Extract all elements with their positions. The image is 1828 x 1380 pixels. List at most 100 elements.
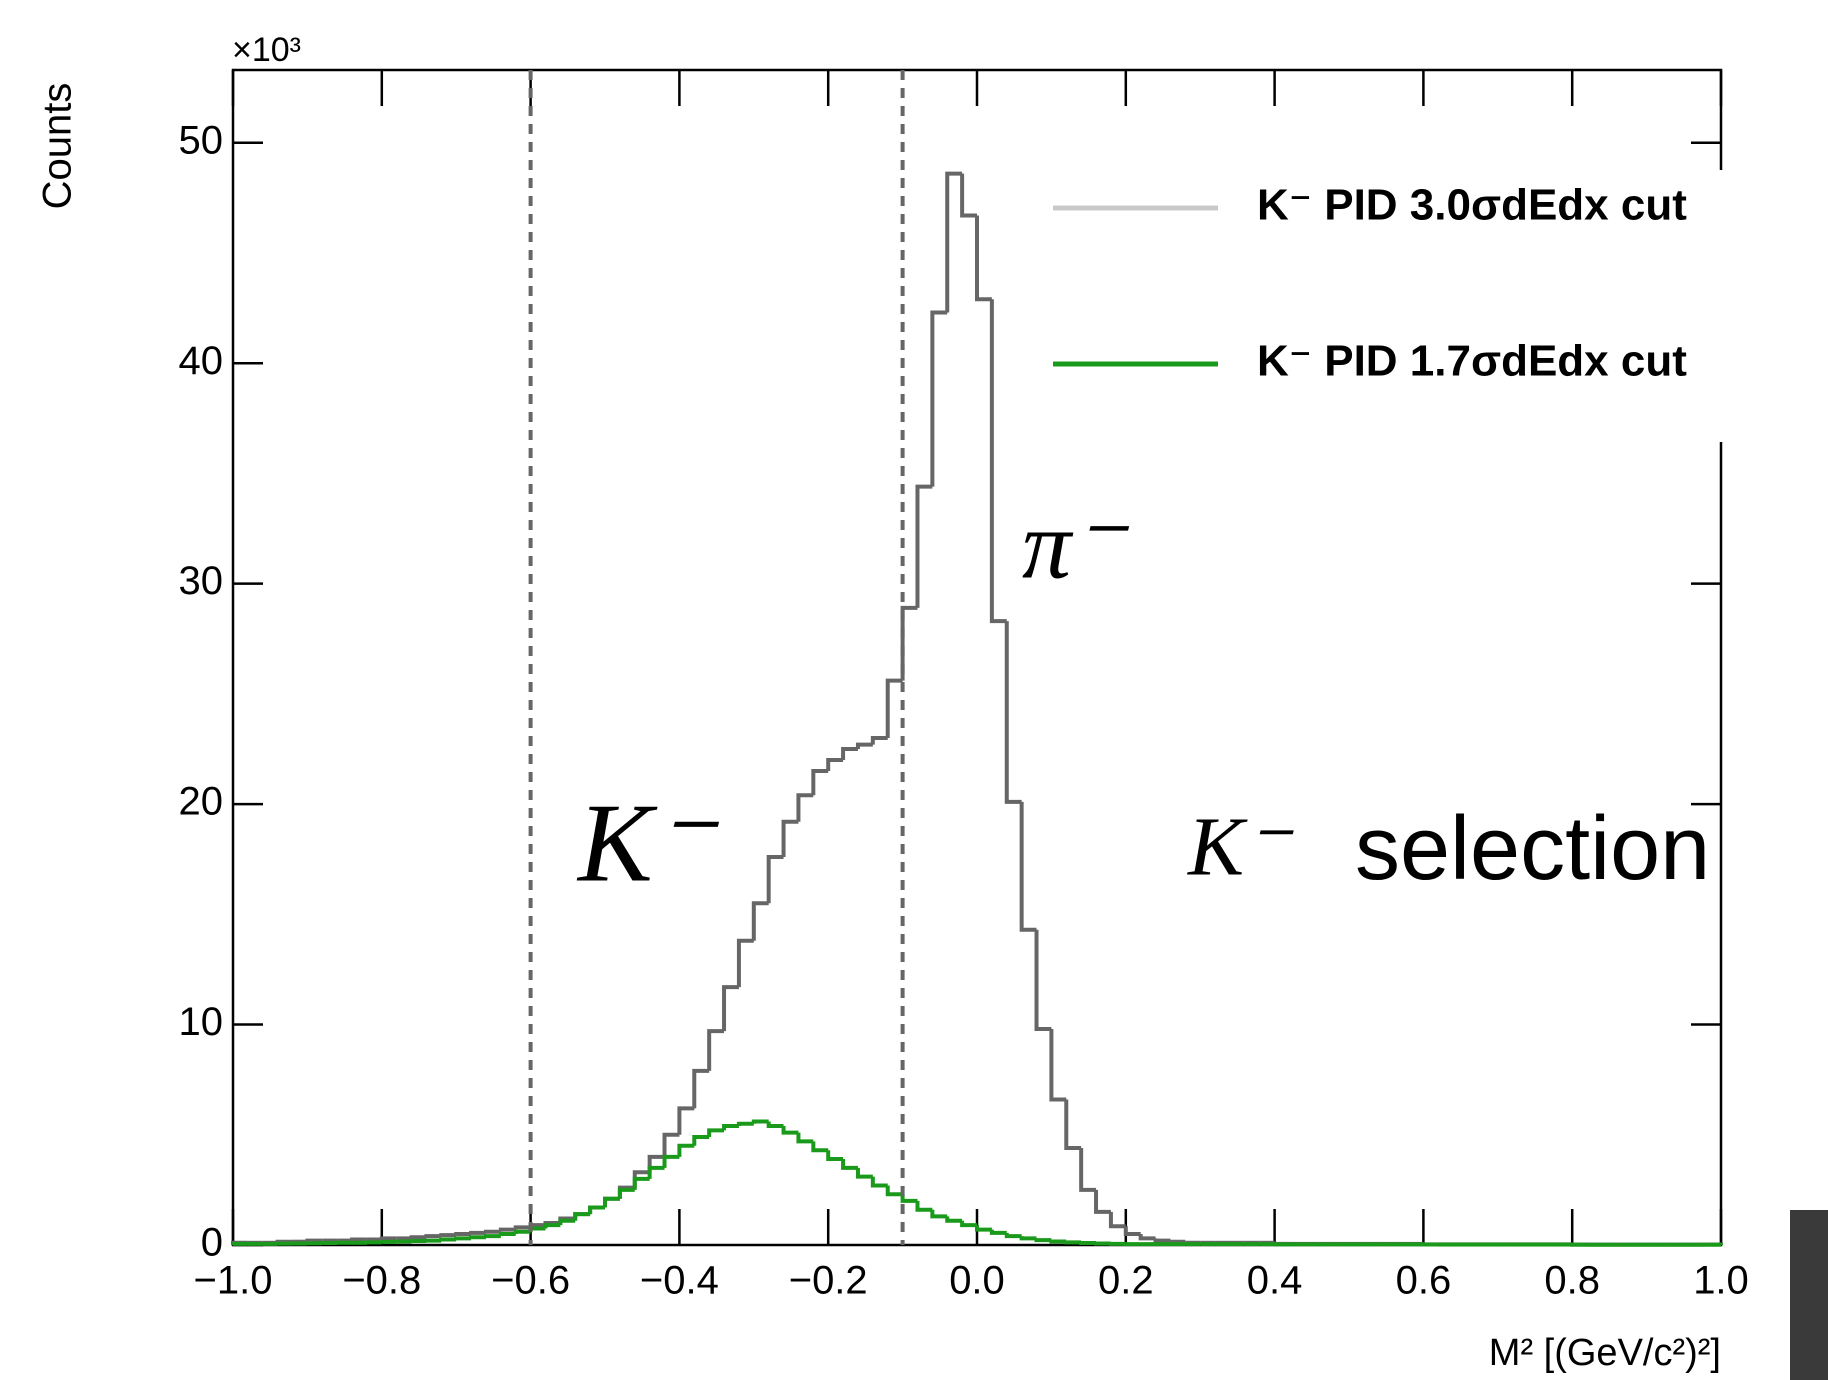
histogram-bin <box>841 1159 858 1170</box>
x-tick-label: 0.6 <box>1396 1259 1452 1303</box>
histogram-bin <box>469 1230 486 1235</box>
histogram-bin <box>1064 1099 1082 1150</box>
histogram-bin <box>751 1119 769 1124</box>
histogram-bin <box>439 1233 457 1238</box>
histogram-bin <box>945 171 963 313</box>
histogram-bin <box>454 1236 472 1241</box>
histogram-bin <box>469 1235 486 1240</box>
histogram-bin <box>513 1225 531 1230</box>
x-tick-label: 0.4 <box>1247 1259 1303 1303</box>
histogram-bin <box>1004 1232 1022 1239</box>
histogram-bin <box>1004 621 1022 804</box>
histogram-bin <box>826 758 844 772</box>
x-tick-label: 0.2 <box>1098 1259 1154 1303</box>
histogram-bin <box>751 901 769 941</box>
y-axis-label: Counts <box>36 83 80 210</box>
histogram-bin <box>707 1029 725 1071</box>
histogram-bin <box>692 1068 710 1109</box>
histogram-bin <box>677 1143 695 1157</box>
histogram-bin <box>439 1237 457 1242</box>
legend-label: K⁻ PID 1.7σdEdx cut <box>1257 337 1687 386</box>
x-tick-label: −0.2 <box>789 1259 868 1303</box>
histogram-bin <box>454 1231 472 1236</box>
histogram-bin <box>498 1231 516 1237</box>
histogram-bin <box>1079 1241 1097 1246</box>
x-tick-label: 1.0 <box>1693 1259 1749 1303</box>
histogram-bin <box>781 1125 799 1135</box>
histogram-bin <box>1079 1148 1097 1192</box>
x-tick-label: −0.8 <box>342 1259 421 1303</box>
histogram-bin <box>870 1176 888 1188</box>
histogram-bin <box>1049 1028 1067 1102</box>
annotation: selection <box>1355 799 1710 899</box>
histogram-bin <box>677 1106 695 1135</box>
annotation: π⁻ <box>1022 491 1130 599</box>
histogram-bin <box>603 1196 620 1208</box>
histogram-bin <box>1064 1240 1082 1245</box>
histogram-bin <box>736 938 754 988</box>
histogram-bin <box>1034 929 1052 1031</box>
histogram-bin <box>379 1236 397 1241</box>
annotation: K⁻ <box>1187 800 1294 893</box>
histogram-bin <box>558 1218 576 1226</box>
histogram-bin <box>543 1223 561 1229</box>
histogram-bin <box>930 310 948 487</box>
y-tick-label: 0 <box>201 1221 223 1265</box>
histogram-bin <box>350 1237 367 1242</box>
x-axis-label: M² [(GeV/c²)²] <box>1489 1332 1721 1374</box>
photo-fragment <box>1790 1210 1828 1380</box>
histogram-bin <box>662 1132 680 1157</box>
x-tick-label: −1.0 <box>194 1259 273 1303</box>
legend-label: K⁻ PID 3.0σdEdx cut <box>1257 181 1687 230</box>
histogram-bin <box>870 735 888 745</box>
y-tick-label: 40 <box>179 339 224 383</box>
histogram-bin <box>826 1150 844 1162</box>
x-tick-label: 0.8 <box>1544 1259 1600 1303</box>
histogram-bin <box>1108 1211 1126 1229</box>
histogram-bin <box>483 1229 501 1234</box>
histogram-bin <box>722 1123 739 1131</box>
histogram-bin <box>1123 1226 1141 1236</box>
histogram-bin <box>766 855 784 904</box>
histogram-bin <box>989 299 1007 624</box>
histogram-bin <box>855 1167 873 1179</box>
histogram-bin <box>424 1234 442 1239</box>
histogram-bin <box>513 1229 531 1234</box>
histogram-bin <box>841 746 858 761</box>
histogram-bin <box>915 484 933 608</box>
histogram-bin <box>811 769 829 796</box>
histogram-bin <box>722 985 739 1032</box>
histogram-bin <box>960 1220 977 1228</box>
y-tick-label: 30 <box>179 559 224 603</box>
histogram-bin <box>900 605 918 681</box>
y-tick-label: 10 <box>179 1000 224 1044</box>
histogram-bin <box>1138 1233 1156 1241</box>
x-tick-label: −0.4 <box>640 1259 719 1303</box>
histogram-bin <box>662 1154 680 1168</box>
y-exponent: ×10³ <box>232 31 301 69</box>
histogram-bin <box>528 1226 546 1232</box>
x-tick-label: −0.6 <box>491 1259 570 1303</box>
histogram-bin <box>945 1216 963 1223</box>
histogram-bin <box>231 1241 248 1246</box>
annotation: K⁻ <box>576 782 720 906</box>
histogram-bin <box>647 1154 665 1173</box>
histogram-bin <box>930 1209 948 1219</box>
histogram-bin <box>960 173 977 218</box>
histogram-bin <box>736 1121 754 1126</box>
histogram-bin <box>989 1229 1007 1235</box>
histogram-bin <box>975 1225 992 1232</box>
histogram-bin <box>588 1205 605 1215</box>
histogram-bin <box>1034 1238 1052 1243</box>
histogram-bin <box>885 678 903 738</box>
histogram-bin <box>1094 1189 1111 1214</box>
x-tick-label: 0.0 <box>949 1259 1005 1303</box>
histogram-bin <box>1168 1239 1186 1244</box>
histogram-bin <box>573 1212 591 1221</box>
histogram-bin <box>1019 1236 1037 1241</box>
histogram-bin <box>781 819 799 858</box>
histogram-bin <box>1019 801 1037 932</box>
histogram-bin <box>498 1227 516 1232</box>
